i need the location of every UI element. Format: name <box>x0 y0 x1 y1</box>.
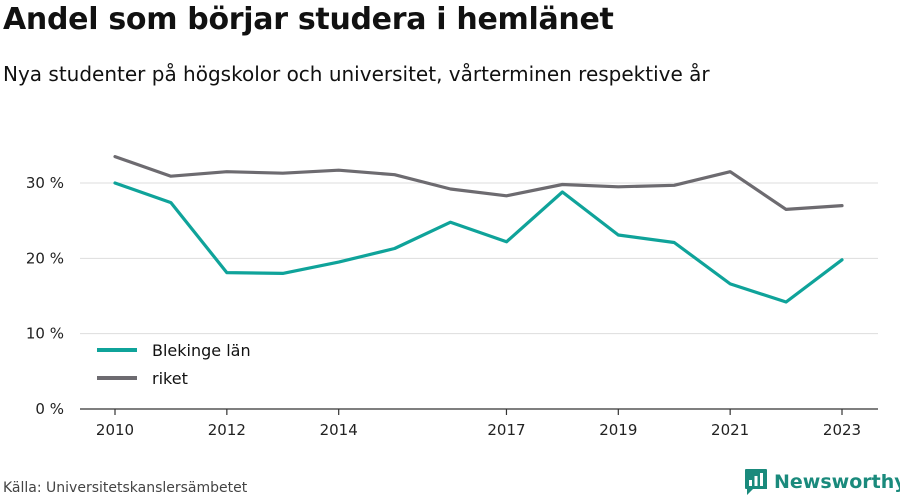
series-lines <box>113 155 844 304</box>
x-tick-label: 2010 <box>96 421 134 439</box>
y-tick-label: 20 % <box>26 249 64 267</box>
gridlines <box>80 182 878 335</box>
legend-label: Blekinge län <box>152 341 251 360</box>
chart-title: Andel som börjar studera i hemlänet <box>3 2 614 37</box>
source-note: Källa: Universitetskanslersämbetet <box>3 480 248 496</box>
brand-logo: Newsworthy <box>744 468 900 496</box>
y-tick-label: 30 % <box>26 174 64 192</box>
line-chart: 0 % 10 % 20 % 30 % 2010 2012 2014 2017 2019 2021… <box>26 155 878 439</box>
y-tick-label: 0 % <box>35 400 64 418</box>
x-tick-label: 2023 <box>823 421 861 439</box>
x-tick-label: 2014 <box>320 421 358 439</box>
series-line-riket <box>113 155 844 211</box>
chart-subtitle: Nya studenter på högskolor och universit… <box>3 62 710 86</box>
x-tick-label: 2017 <box>487 421 525 439</box>
newsworthy-logo-icon <box>745 469 767 495</box>
x-tick-label: 2019 <box>599 421 637 439</box>
brand-name: Newsworthy <box>774 471 900 493</box>
x-tick-label: 2012 <box>208 421 246 439</box>
x-tick-label: 2021 <box>711 421 749 439</box>
y-tick-label: 10 % <box>26 325 64 343</box>
series-line-blekinge <box>113 181 844 304</box>
y-axis-ticks: 0 % 10 % 20 % 30 % <box>26 174 64 418</box>
legend: Blekinge län riket <box>97 341 251 388</box>
x-axis-ticks: 2010 2012 2014 2017 2019 2021 2023 <box>96 409 861 439</box>
legend-label: riket <box>152 369 188 388</box>
